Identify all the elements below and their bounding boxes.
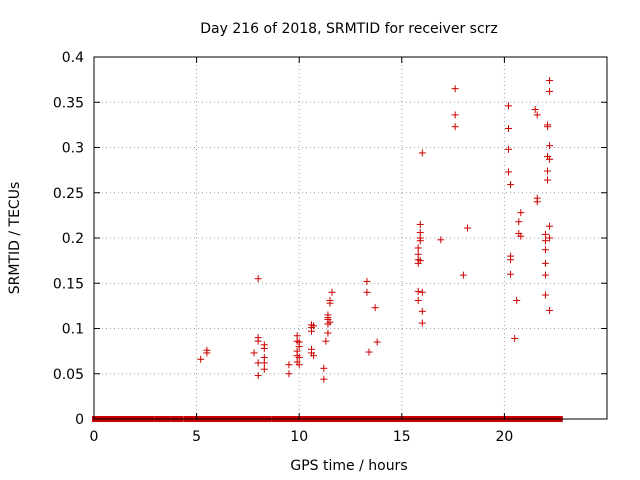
data-point [308,345,316,353]
data-point [546,87,554,95]
x-tick-label: 15 [393,429,411,445]
data-point [295,338,303,346]
y-tick-label: 0.35 [53,95,84,111]
data-point [459,271,467,279]
data-point [541,259,549,267]
data-point [543,167,551,175]
data-point [517,232,525,240]
data-point [285,361,293,369]
data-point [511,334,519,342]
data-point [541,237,549,245]
data-point [546,77,554,85]
data-point [507,270,515,278]
data-point [414,287,422,295]
data-point [418,149,426,157]
data-markers [197,77,554,383]
data-point [505,102,513,110]
data-point [328,288,336,296]
data-point [451,111,459,119]
x-tick-label: 5 [192,429,201,445]
data-point [310,322,318,330]
data-point [260,365,268,373]
data-point [414,296,422,304]
data-point [322,337,330,345]
data-point [541,246,549,254]
data-point [546,222,554,230]
data-point [533,198,541,206]
x-tick-label: 0 [90,429,99,445]
data-point [515,218,523,226]
data-point [418,288,426,296]
data-point [416,220,424,228]
data-point [363,277,371,285]
data-point [203,346,211,354]
data-point [541,230,549,238]
data-point [546,155,554,163]
data-point [416,257,424,265]
data-point [507,256,515,264]
y-tick-label: 0.3 [62,141,84,157]
data-point [295,361,303,369]
axis-ticks: 0 0.05 0.1 0.15 0.2 0.25 0.3 0.35 0.4 0 5 10 15 20 [53,50,607,445]
x-axis-label: GPS time / hours [290,458,407,474]
data-point [531,105,539,113]
data-point [451,85,459,93]
data-point [310,352,318,360]
data-point [250,349,258,357]
data-point [505,145,513,153]
data-point [517,209,525,217]
data-point [541,291,549,299]
grid-lines [94,57,607,419]
chart-title: Day 216 of 2018, SRMTID for receiver scr… [200,21,498,37]
data-point [285,370,293,378]
data-point [260,353,268,361]
y-tick-label: 0.05 [53,367,84,383]
data-point [371,304,379,312]
data-point [326,296,334,304]
data-point [507,181,515,189]
data-point [437,236,445,244]
data-point [320,375,328,383]
data-point [546,306,554,314]
data-point [543,123,551,131]
y-tick-label: 0.1 [62,322,84,338]
y-tick-label: 0.4 [62,50,84,66]
data-point [546,234,554,242]
data-point [513,296,521,304]
data-point [463,224,471,232]
data-point [260,341,268,349]
data-point [254,334,262,342]
y-tick-label: 0.15 [53,276,84,292]
data-point [373,338,381,346]
data-point [418,307,426,315]
data-point [451,123,459,131]
y-tick-label: 0 [75,412,84,428]
data-point [254,359,262,367]
x-tick-label: 20 [495,429,513,445]
y-tick-label: 0.25 [53,186,84,202]
data-point [505,124,513,132]
data-point [324,311,332,319]
data-point [416,237,424,245]
data-point [533,111,541,119]
data-point [546,142,554,150]
data-point [363,288,371,296]
data-point [418,319,426,327]
data-point [326,318,334,326]
data-point [365,348,373,356]
data-point [295,353,303,361]
x-tick-label: 10 [290,429,308,445]
y-tick-label: 0.2 [62,231,84,247]
data-point [254,372,262,380]
data-point [414,244,422,252]
data-point [320,364,328,372]
data-point [543,176,551,184]
data-point [505,168,513,176]
y-axis-label: SRMTID / TECUs [7,182,23,295]
data-point [197,355,205,363]
data-point [254,275,262,283]
data-point [324,329,332,337]
data-point [541,271,549,279]
